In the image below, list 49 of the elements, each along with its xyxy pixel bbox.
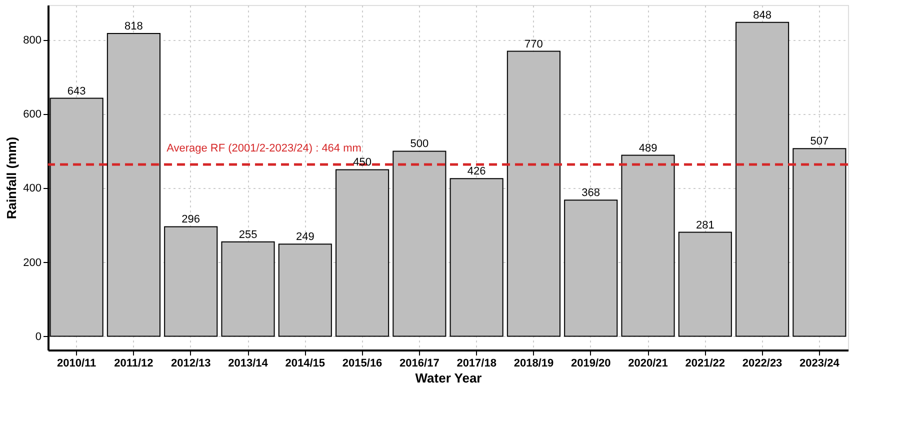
- bar: [792, 148, 846, 337]
- y-tick-label: 200: [23, 256, 42, 269]
- bar: [392, 150, 446, 337]
- bar: [678, 232, 732, 337]
- data-label: 426: [467, 166, 486, 178]
- data-label: 450: [353, 156, 372, 169]
- x-tick-label: 2022/23: [742, 358, 782, 370]
- x-tick-label: 2015/16: [342, 358, 382, 370]
- data-label: 281: [696, 219, 714, 232]
- data-label: 296: [182, 214, 200, 226]
- data-label: 249: [296, 231, 314, 244]
- bar: [564, 200, 618, 337]
- bar: [621, 154, 675, 337]
- data-label: 500: [410, 138, 429, 150]
- x-tick-label: 2013/14: [228, 358, 269, 370]
- y-tick-label: 400: [23, 182, 42, 195]
- x-tick-label: 2014/15: [285, 358, 326, 370]
- bar: [106, 33, 160, 337]
- y-tick-label: 800: [23, 34, 42, 47]
- x-tick-label: 2017/18: [456, 358, 496, 370]
- data-label: 255: [238, 228, 258, 241]
- data-label: 643: [67, 85, 86, 98]
- x-tick-label: 2011/12: [114, 358, 154, 370]
- data-label: 368: [582, 187, 600, 200]
- bar: [506, 50, 560, 337]
- bar: [336, 169, 390, 337]
- y-tick-label: 600: [23, 108, 42, 121]
- x-tick-label: 2023/24: [800, 358, 840, 370]
- y-tick-label: 0: [35, 330, 42, 343]
- bar: [736, 22, 790, 337]
- bar: [164, 226, 218, 337]
- x-axis-title: Water Year: [415, 370, 482, 386]
- x-tick-label: 2010/11: [56, 358, 96, 370]
- bar: [450, 178, 504, 337]
- bar: [278, 244, 332, 337]
- y-axis-title: Rainfall (mm): [4, 136, 20, 220]
- x-tick-label: 2018/19: [514, 358, 554, 370]
- ref-line-label: Average RF (2001/2-2023/24) : 464 mm: [166, 142, 362, 155]
- data-label: 770: [524, 38, 543, 50]
- x-tick-label: 2012/13: [170, 358, 211, 370]
- data-label: 818: [124, 20, 143, 33]
- data-label: 848: [753, 9, 772, 22]
- x-tick-label: 2019/20: [570, 358, 611, 370]
- data-label: 489: [638, 142, 658, 154]
- x-tick-label: 2016/17: [400, 358, 440, 370]
- x-tick-label: 2021/22: [685, 358, 726, 370]
- x-tick-label: 2020/21: [628, 358, 668, 370]
- bar: [221, 241, 275, 337]
- data-label: 507: [810, 136, 829, 148]
